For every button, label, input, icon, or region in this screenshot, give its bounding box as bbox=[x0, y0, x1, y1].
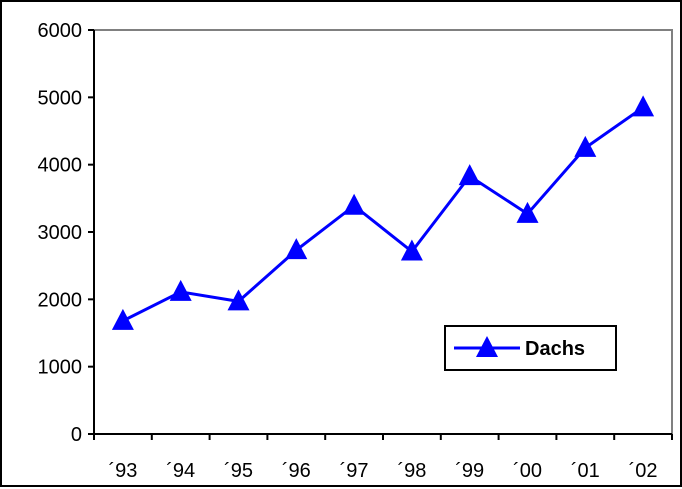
plot-area bbox=[93, 29, 673, 435]
x-tick-label: ´02 bbox=[629, 460, 658, 482]
data-point-marker bbox=[111, 308, 134, 330]
x-tick-label: ´99 bbox=[455, 460, 484, 482]
data-point-marker bbox=[400, 239, 423, 261]
x-tick-label: ´95 bbox=[224, 460, 253, 482]
y-tick-label: 1000 bbox=[38, 357, 83, 379]
x-axis: ´93 ´94 ´95 ´96 ´97 ´98 ´99 ´00 ´01 ´02 bbox=[93, 433, 673, 482]
x-tick-label: ´93 bbox=[108, 460, 137, 482]
legend-label: Dachs bbox=[525, 338, 585, 360]
y-axis: 0 1000 2000 3000 4000 5000 6000 bbox=[38, 20, 95, 446]
legend-triangle-marker bbox=[476, 336, 498, 357]
legend: Dachs bbox=[444, 325, 617, 371]
y-tick-label: 2000 bbox=[38, 289, 83, 311]
data-point-marker bbox=[285, 238, 308, 260]
x-tick-label: ´00 bbox=[513, 460, 542, 482]
data-point-marker bbox=[574, 135, 597, 157]
y-tick-label: 5000 bbox=[38, 87, 83, 109]
data-point-marker bbox=[227, 289, 250, 311]
y-tick-label: 3000 bbox=[38, 222, 83, 244]
x-tick-label: ´94 bbox=[166, 460, 195, 482]
data-point-marker bbox=[458, 164, 481, 186]
x-tick-label: ´01 bbox=[571, 460, 600, 482]
data-point-marker bbox=[516, 201, 539, 223]
data-point-marker bbox=[343, 193, 366, 215]
series-line bbox=[122, 106, 644, 323]
data-point-marker bbox=[632, 95, 655, 117]
y-tick-label: 0 bbox=[71, 424, 82, 446]
series-dachs bbox=[111, 95, 655, 330]
x-tick-label: ´97 bbox=[340, 460, 369, 482]
y-tick-label: 6000 bbox=[38, 20, 83, 42]
y-tick-label: 4000 bbox=[38, 155, 83, 177]
x-tick-label: ´96 bbox=[282, 460, 311, 482]
data-point-marker bbox=[169, 279, 192, 301]
x-tick-label: ´98 bbox=[397, 460, 426, 482]
